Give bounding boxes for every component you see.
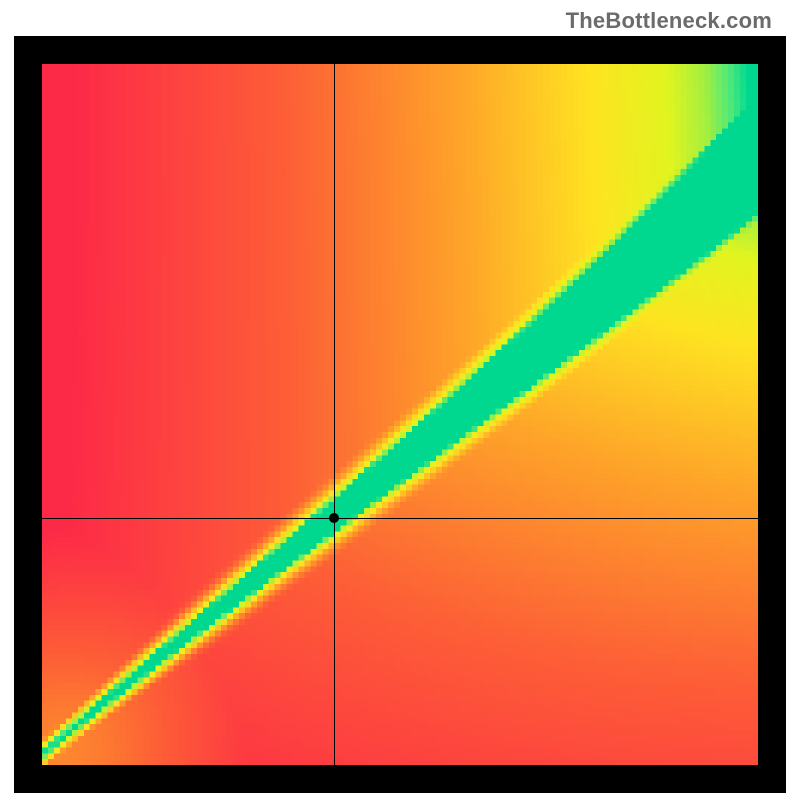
crosshair-vertical: [334, 64, 335, 765]
heatmap-plot: [42, 64, 758, 765]
heatmap-canvas: [42, 64, 758, 765]
crosshair-horizontal: [42, 518, 758, 519]
watermark-text: TheBottleneck.com: [566, 8, 772, 34]
